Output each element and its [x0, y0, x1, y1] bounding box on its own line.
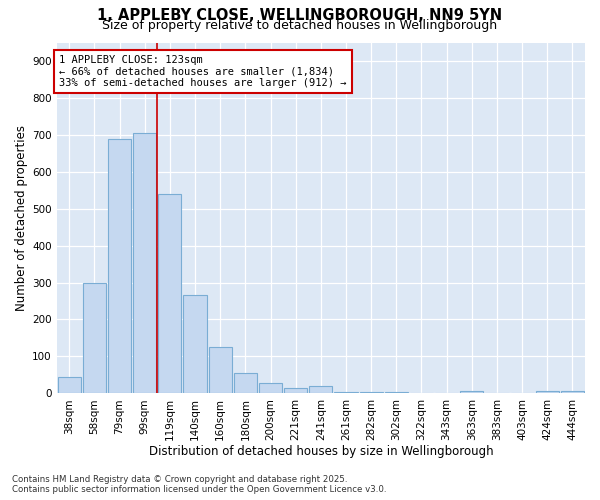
Bar: [184, 296, 206, 394]
Bar: [209, 347, 232, 394]
Bar: [435, 392, 458, 394]
Text: Contains HM Land Registry data © Crown copyright and database right 2025.
Contai: Contains HM Land Registry data © Crown c…: [12, 474, 386, 494]
Text: 1, APPLEBY CLOSE, WELLINGBOROUGH, NN9 5YN: 1, APPLEBY CLOSE, WELLINGBOROUGH, NN9 5Y…: [97, 8, 503, 22]
Bar: [259, 384, 282, 394]
Bar: [108, 138, 131, 394]
Bar: [133, 133, 156, 394]
Bar: [83, 282, 106, 394]
Bar: [460, 391, 484, 394]
Bar: [158, 194, 181, 394]
Bar: [309, 386, 332, 394]
Bar: [334, 392, 358, 394]
Text: Size of property relative to detached houses in Wellingborough: Size of property relative to detached ho…: [103, 19, 497, 32]
Text: 1 APPLEBY CLOSE: 123sqm
← 66% of detached houses are smaller (1,834)
33% of semi: 1 APPLEBY CLOSE: 123sqm ← 66% of detache…: [59, 55, 347, 88]
Bar: [385, 392, 408, 394]
Bar: [284, 388, 307, 394]
Bar: [359, 392, 383, 394]
X-axis label: Distribution of detached houses by size in Wellingborough: Distribution of detached houses by size …: [149, 444, 493, 458]
Bar: [536, 391, 559, 394]
Title: 1, APPLEBY CLOSE, WELLINGBOROUGH, NN9 5YN
Size of property relative to detached : 1, APPLEBY CLOSE, WELLINGBOROUGH, NN9 5Y…: [0, 499, 1, 500]
Bar: [234, 373, 257, 394]
Bar: [58, 376, 81, 394]
Bar: [561, 391, 584, 394]
Bar: [410, 392, 433, 394]
Y-axis label: Number of detached properties: Number of detached properties: [15, 125, 28, 311]
